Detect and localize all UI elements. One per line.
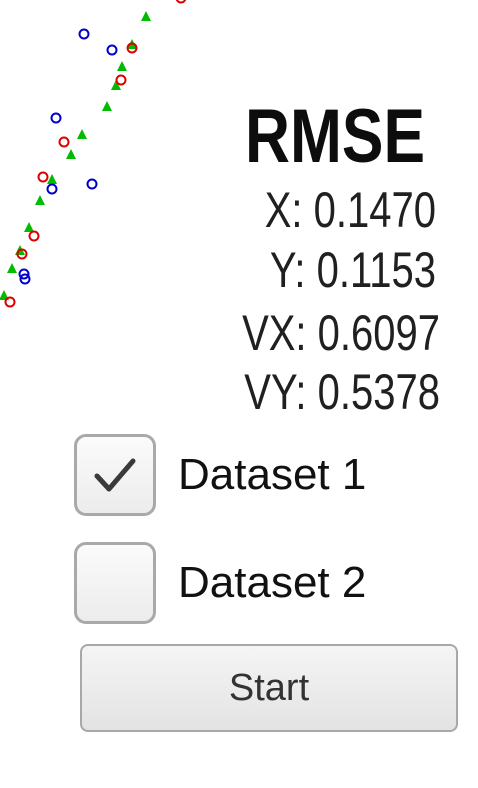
plot-marker xyxy=(18,268,30,280)
plot-marker xyxy=(77,129,87,139)
plot-marker xyxy=(4,296,16,308)
plot-marker xyxy=(117,61,127,71)
rmse-vy-value: VY: 0.5378 xyxy=(244,364,440,420)
plot-marker xyxy=(86,178,98,190)
plot-marker xyxy=(102,101,112,111)
rmse-x-value: X: 0.1470 xyxy=(264,182,436,238)
plot-series-blue-circles xyxy=(18,28,118,285)
plot-marker xyxy=(66,149,76,159)
plot-marker xyxy=(111,80,121,90)
plot-marker xyxy=(126,42,138,54)
plot-marker xyxy=(37,171,49,183)
plot-marker xyxy=(141,11,151,21)
plot-marker xyxy=(0,290,9,300)
plot-marker xyxy=(78,28,90,40)
plot-marker xyxy=(19,273,31,285)
plot-marker xyxy=(47,174,57,184)
plot-marker xyxy=(28,230,40,242)
plot-marker xyxy=(175,0,187,4)
dataset-2-label: Dataset 2 xyxy=(178,558,367,607)
checkmark-icon xyxy=(94,458,136,492)
dataset-1-checkbox-row[interactable]: Dataset 1 xyxy=(74,432,366,518)
plot-marker xyxy=(115,74,127,86)
plot-series-red-circles xyxy=(4,0,187,308)
dataset-1-label: Dataset 1 xyxy=(178,450,367,499)
plot-marker xyxy=(7,263,17,273)
dataset-2-checkbox[interactable] xyxy=(74,542,156,624)
plot-marker xyxy=(50,112,62,124)
start-button[interactable]: Start xyxy=(80,644,458,732)
rmse-title: RMSE xyxy=(244,94,426,179)
plot-marker xyxy=(46,183,58,195)
rmse-vx-value: VX: 0.6097 xyxy=(242,305,440,361)
plot-series-green-triangles xyxy=(0,11,151,300)
plot-marker xyxy=(58,136,70,148)
dataset-2-checkbox-row[interactable]: Dataset 2 xyxy=(74,540,366,626)
rmse-y-value: Y: 0.1153 xyxy=(269,242,436,298)
plot-marker xyxy=(16,248,28,260)
dataset-1-checkbox[interactable] xyxy=(74,434,156,516)
trajectory-plot xyxy=(0,0,220,330)
plot-marker xyxy=(24,222,34,232)
plot-marker xyxy=(106,44,118,56)
plot-marker xyxy=(35,195,45,205)
